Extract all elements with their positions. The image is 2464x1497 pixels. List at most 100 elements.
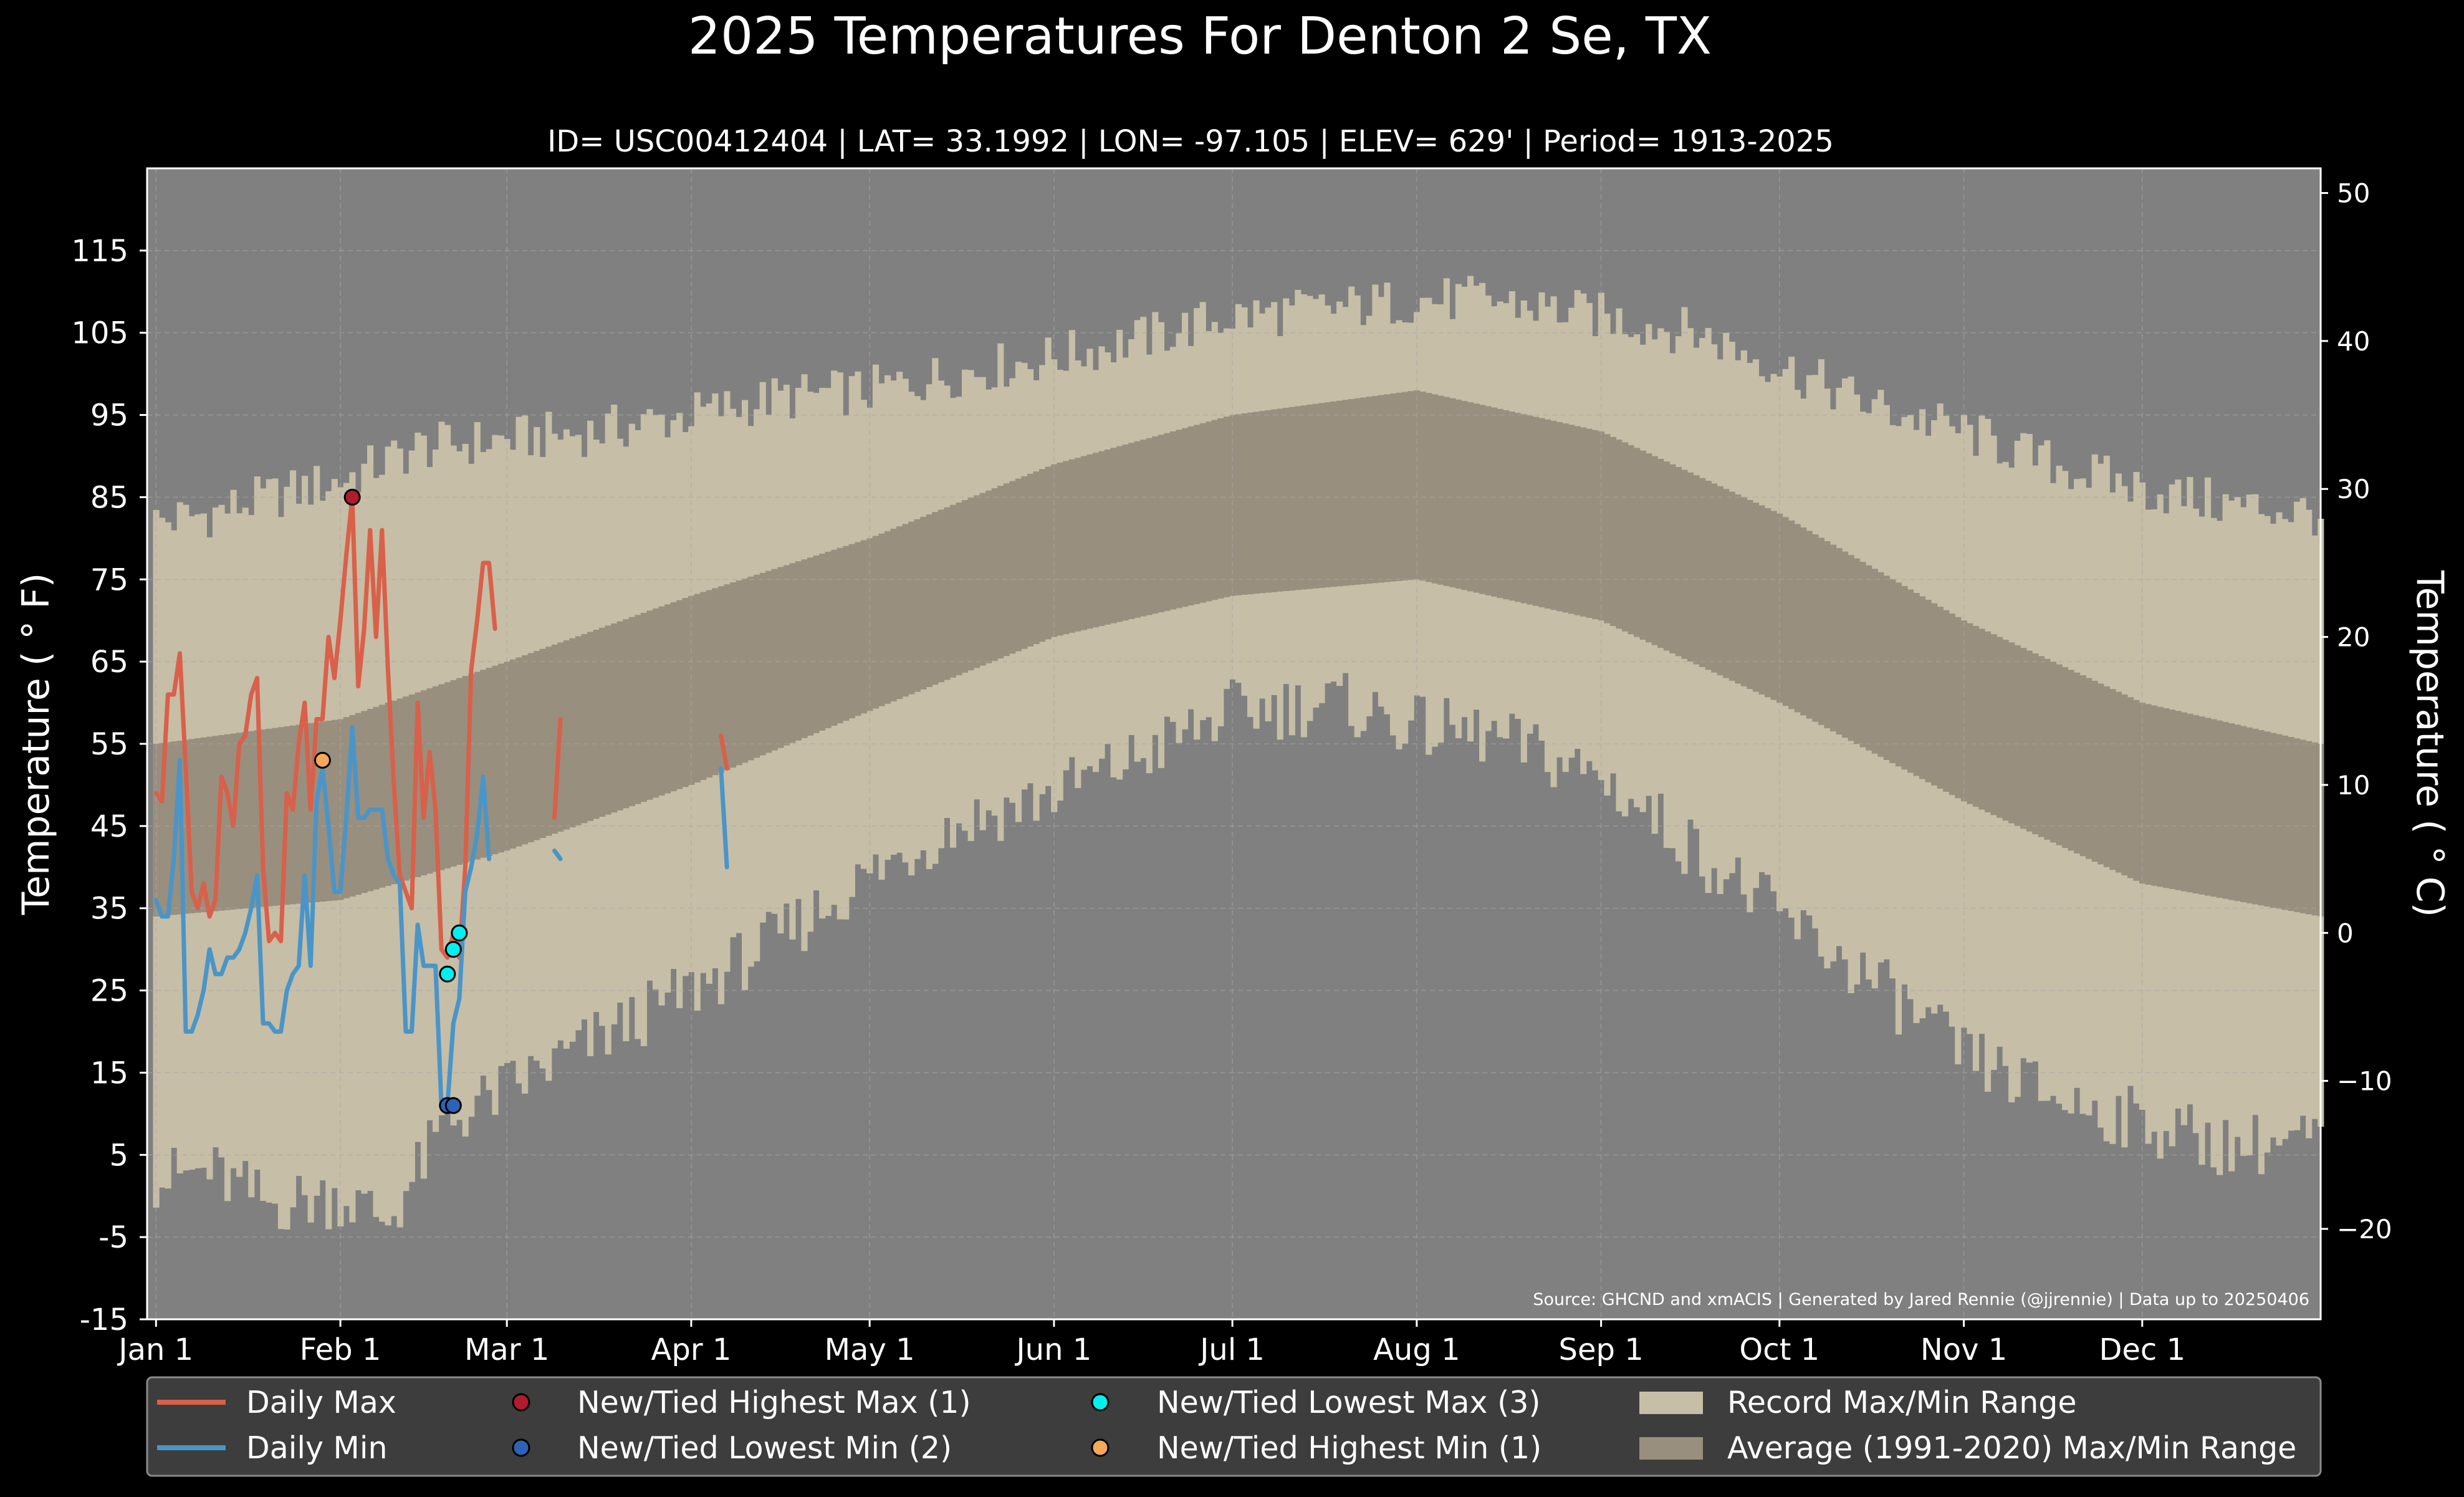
normal-range-bar — [1978, 628, 1985, 810]
normal-range-bar — [1675, 467, 1682, 657]
normal-range-bar — [1491, 407, 1498, 597]
temperature-bands — [153, 276, 2324, 1230]
normal-range-bar — [759, 572, 766, 756]
normal-range-bar — [1693, 475, 1700, 665]
normal-range-bar — [1206, 421, 1212, 602]
normal-range-bar — [1461, 401, 1468, 590]
legend-record-range-label: Record Max/Min Range — [1727, 1385, 2077, 1420]
normal-range-bar — [1217, 418, 1224, 599]
normal-range-bar — [1360, 397, 1367, 584]
x-tick-label: Apr 1 — [651, 1332, 732, 1367]
normal-range-bar — [628, 617, 635, 806]
normal-range-bar — [534, 651, 540, 840]
x-tick-label: Aug 1 — [1373, 1332, 1460, 1367]
normal-range-bar — [254, 730, 261, 908]
normal-range-bar — [837, 547, 843, 724]
normal-range-bar — [1051, 464, 1058, 637]
normal-range-bar — [1068, 459, 1075, 633]
normal-range-bar — [1235, 414, 1242, 595]
normal-range-bar — [937, 509, 945, 683]
normal-range-bar — [1265, 410, 1272, 593]
normal-range-bar — [1646, 453, 1652, 643]
normal-range-bar — [2258, 730, 2265, 906]
normal-range-bar — [1277, 408, 1283, 592]
normal-range-bar — [1586, 428, 1593, 618]
normal-range-bar — [1259, 411, 1266, 594]
normal-range-bar — [200, 737, 208, 913]
normal-range-bar — [1634, 448, 1641, 637]
normal-range-bar — [2026, 650, 2033, 832]
normal-range-bar — [361, 711, 368, 893]
normal-range-bar — [1663, 461, 1670, 651]
normal-range-bar — [944, 507, 951, 680]
normal-range-bar — [1443, 397, 1450, 586]
normal-range-bar — [462, 676, 469, 864]
normal-range-bar — [2049, 662, 2057, 843]
x-axis: Jan 1 Feb 1 Mar 1 Apr 1 May 1 Jun 1 Jul 1 Aug 1… — [117, 1319, 2185, 1367]
normal-range-bar — [795, 561, 802, 741]
normal-range-bar — [1901, 585, 1908, 770]
normal-range-bar — [224, 734, 231, 910]
normal-range-bar — [1176, 430, 1182, 609]
y-tick-label: 75 — [90, 562, 128, 597]
normal-range-bar — [1699, 478, 1706, 667]
normal-range-bar — [1271, 409, 1278, 592]
normal-range-bar — [432, 686, 439, 872]
normal-range-bar — [1158, 435, 1165, 613]
normal-range-bar — [1848, 555, 1854, 741]
normal-range-bar — [956, 502, 962, 675]
normal-range-bar — [1479, 405, 1486, 594]
x-tick-label: Jan 1 — [117, 1332, 193, 1367]
normal-range-bar — [1312, 403, 1320, 589]
normal-range-bar — [2115, 691, 2122, 873]
normal-range-bar — [444, 682, 451, 869]
normal-range-bar — [736, 580, 742, 766]
x-tick-label: Dec 1 — [2099, 1332, 2185, 1367]
normal-range-bar — [1520, 414, 1527, 604]
normal-range-bar — [724, 584, 731, 771]
normal-range-bar — [480, 670, 487, 858]
daily-min-line — [719, 766, 729, 870]
normal-range-bar — [165, 742, 171, 916]
y-tick-label: 15 — [90, 1056, 128, 1090]
normal-range-bar — [474, 671, 481, 860]
normal-range-bar — [248, 731, 255, 908]
normal-range-bar — [1717, 486, 1723, 676]
normal-range-bar — [468, 673, 475, 862]
normal-range-bar — [2163, 708, 2170, 888]
x-tick-label: Jul 1 — [1198, 1332, 1265, 1367]
normal-range-bar — [2056, 664, 2063, 845]
normal-range-bar — [664, 604, 671, 794]
normal-range-bar — [1128, 443, 1135, 620]
normal-range-bar — [575, 636, 582, 826]
normal-range-bar — [1223, 416, 1230, 597]
normal-range-bar — [307, 723, 314, 903]
normal-range-bar — [611, 623, 618, 813]
normal-range-bar — [605, 625, 611, 815]
normal-range-bar — [676, 600, 683, 789]
normal-range-bar — [1515, 413, 1522, 602]
legend-box — [146, 1376, 2322, 1477]
normal-range-bar — [1033, 471, 1040, 645]
normal-range-bar — [616, 621, 623, 811]
normal-range-bar — [242, 731, 249, 909]
normal-range-bar — [1045, 466, 1052, 640]
normal-range-bar — [754, 574, 760, 758]
normal-range-bar — [1199, 423, 1206, 603]
legend-new-high-max-marker — [512, 1393, 530, 1412]
normal-range-bar — [1758, 505, 1765, 695]
normal-range-bar — [1003, 483, 1010, 657]
normal-range-bar — [991, 488, 998, 661]
normal-range-bar — [581, 633, 588, 824]
normal-range-bar — [1336, 400, 1343, 587]
normal-range-bar — [1788, 520, 1795, 710]
normal-range-bar — [902, 524, 909, 697]
normal-range-bar — [1164, 433, 1171, 611]
normal-range-bar — [1657, 458, 1664, 648]
normal-range-bar — [1497, 408, 1503, 599]
normal-range-bar — [2222, 721, 2229, 899]
normal-range-bar — [1086, 454, 1093, 629]
normal-range-bar — [2264, 731, 2271, 907]
normal-range-bar — [1372, 395, 1379, 584]
